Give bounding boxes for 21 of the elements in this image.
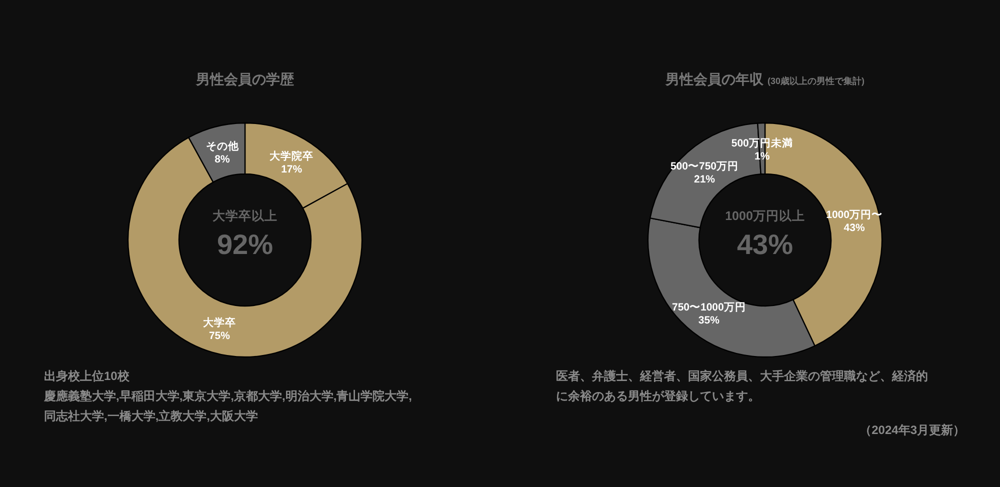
text: 92% [216,229,274,260]
data-label: 75% [208,330,231,342]
slice-label: 大学院卒 [270,149,314,162]
text: 医者、弁護士、経営者、国家公務員、大手企業の管理職など、経済的に余裕のある男性が登録しています。 [556,369,928,403]
data-label: 35% [698,314,720,326]
data-label: 8% [214,153,230,166]
text: 1000万円以上 [725,209,805,223]
text: （2024年3月更新） [860,423,965,437]
text: 大学卒以上 [212,208,278,223]
text: 出身校上位10校 [44,369,130,383]
text: 43% [736,229,794,260]
slice-label: その他 [206,139,240,152]
data-label: 17% [281,163,303,176]
data-label: 43% [844,222,866,234]
slice-label: 大学卒 [202,316,236,329]
chart-title: 男性会員の学歴 [195,71,295,87]
chart-title: 男性会員の年収 [665,71,764,87]
text: 慶應義塾大学,早稲田大学,東京大学,京都大学,明治大学,青山学院大学,同志社大学,一橋大学,立教大学,大阪大学 [43,389,412,423]
slice-label: 750〜1000万円 [672,301,746,314]
chart-subtitle: (30歳以上の男性で集計) [767,76,865,86]
data-label: 21% [694,173,716,186]
